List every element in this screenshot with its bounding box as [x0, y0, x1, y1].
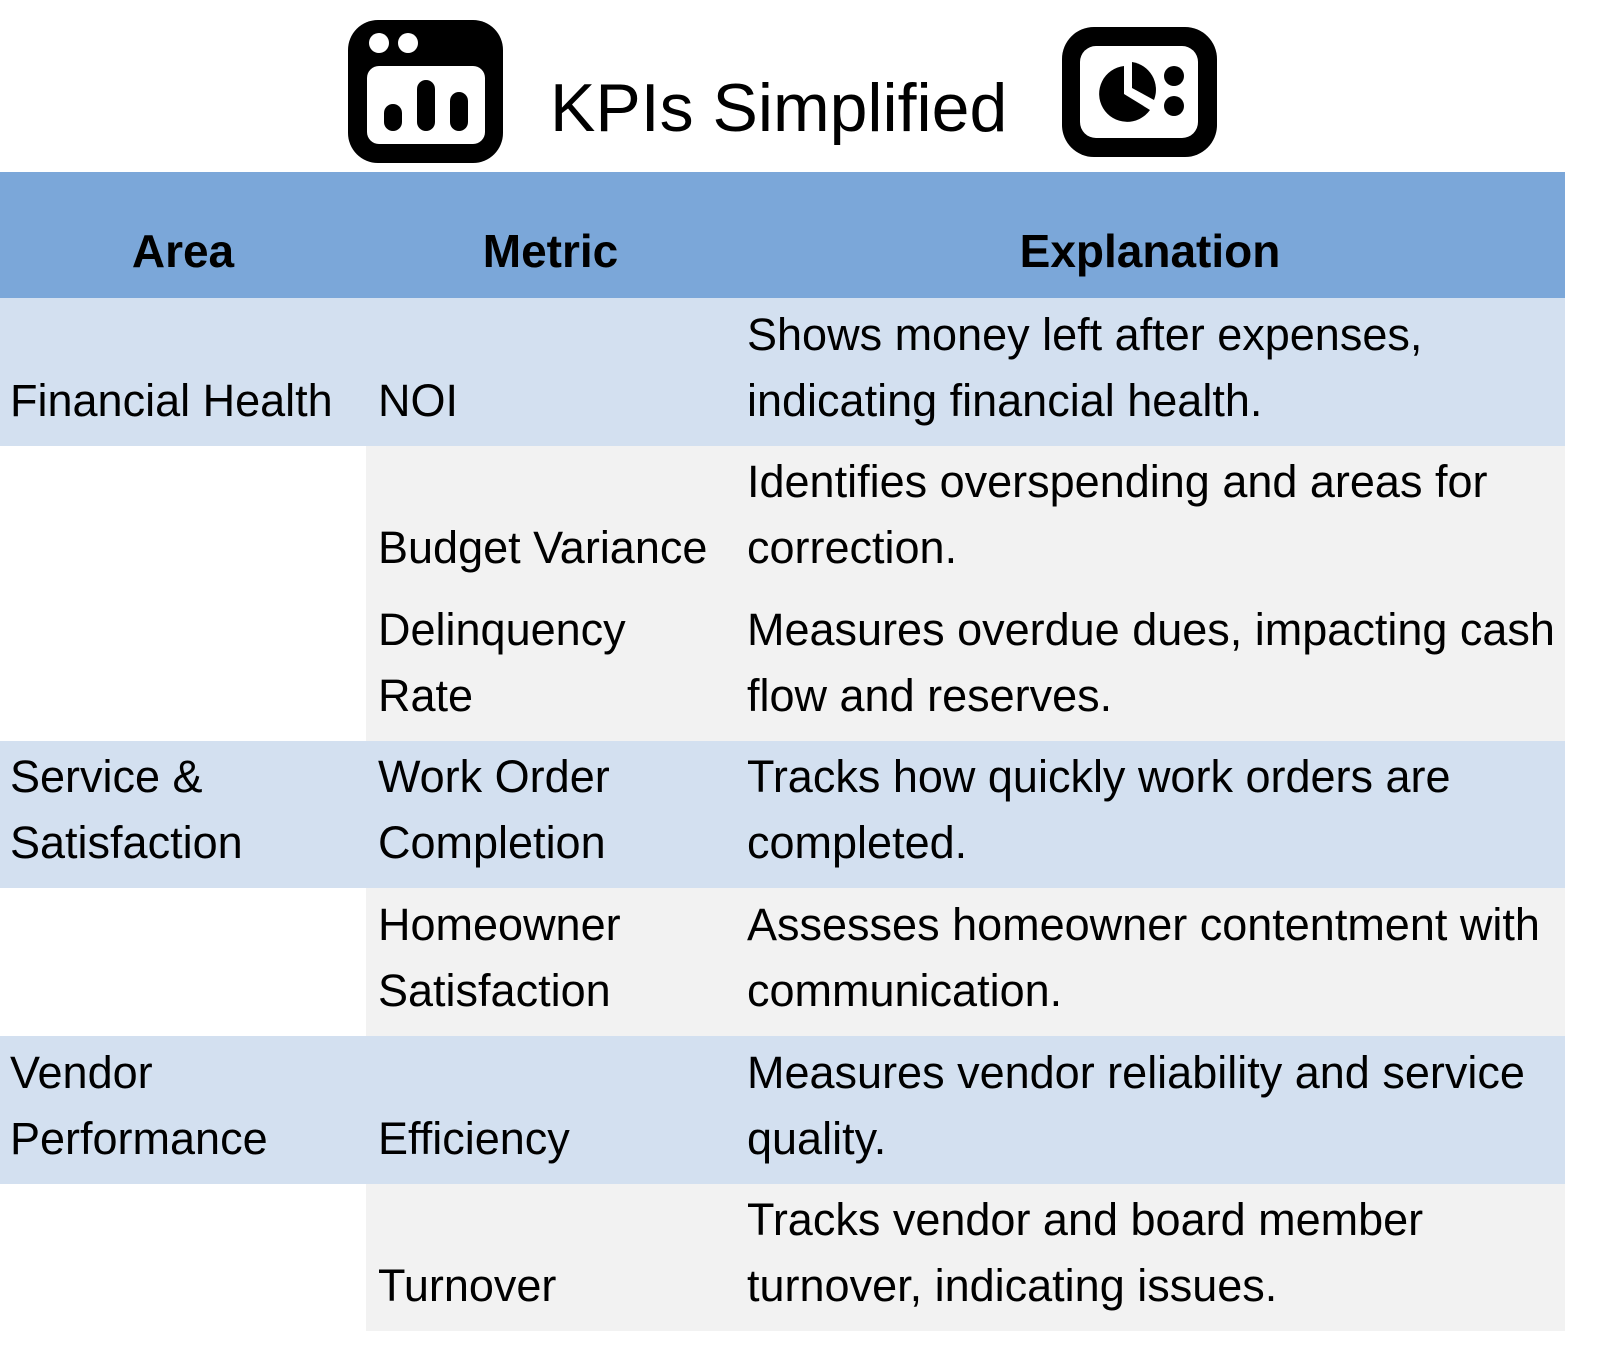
- area-cell: Service & Satisfaction: [0, 740, 366, 889]
- metric-cell: Homeowner Satisfaction: [366, 888, 735, 1036]
- area-cell: [0, 445, 366, 594]
- explanation-cell: Measures vendor reliability and service …: [735, 1035, 1565, 1184]
- table-row: Turnover Tracks vendor and board member t…: [0, 1183, 1565, 1332]
- chart-icon-bar: [450, 92, 468, 131]
- pie-icon-screen: [1080, 46, 1198, 138]
- chart-icon-bar: [384, 104, 402, 131]
- metric-cell: Turnover: [366, 1183, 735, 1332]
- area-cell: [0, 888, 366, 1036]
- explanation-cell: Measures overdue dues, impacting cash fl…: [735, 593, 1565, 741]
- chart-icon-dot: [369, 33, 389, 53]
- title: KPIs Simplified: [550, 70, 1008, 146]
- pie-icon-dot: [1164, 66, 1184, 86]
- metric-cell: Budget Variance: [366, 445, 735, 594]
- area-cell: [0, 593, 366, 741]
- kpi-table: Area Metric Explanation Financial Health NOI…: [0, 172, 1565, 1332]
- area-cell: Financial Health: [0, 298, 366, 446]
- area-cell: [0, 1183, 366, 1332]
- metric-cell: Work Order Completion: [366, 740, 735, 889]
- explanation-cell: Tracks vendor and board member turnover,…: [735, 1183, 1565, 1332]
- chart-icon-dot: [398, 33, 418, 53]
- table-row: Financial Health NOI Shows money left afte…: [0, 298, 1565, 446]
- table-row: Budget Variance Identifies overspending a…: [0, 445, 1565, 594]
- table-row: Service & Satisfaction Work Order Complet…: [0, 740, 1565, 889]
- header-cell: Area: [131, 225, 235, 277]
- pie-icon-slice: [1132, 62, 1156, 100]
- header-icons: [348, 20, 1217, 163]
- pie-icon-dot: [1164, 96, 1184, 116]
- explanation-cell: Assesses homeowner contentment with comm…: [735, 888, 1565, 1036]
- table-row: Homeowner Satisfaction Assesses homeowner…: [0, 888, 1565, 1036]
- explanation-cell: Tracks how quickly work orders are compl…: [735, 740, 1565, 889]
- table-row: Vendor Performance Efficiency Measures ven…: [0, 1035, 1565, 1184]
- table-row: Delinquency Rate Measures overdue dues, i…: [0, 593, 1565, 741]
- chart-icon-bar: [417, 80, 435, 131]
- metric-cell: Delinquency Rate: [366, 593, 735, 741]
- metric-cell: Efficiency: [366, 1035, 735, 1184]
- explanation-cell: Identifies overspending and areas for co…: [735, 445, 1565, 594]
- header-row: Area Metric Explanation: [0, 172, 1565, 298]
- explanation-cell: Shows money left after expenses, indicat…: [735, 298, 1565, 446]
- header-cell: Metric: [482, 225, 619, 277]
- header-cell: Explanation: [1019, 225, 1281, 277]
- metric-cell: NOI: [366, 298, 735, 446]
- area-cell: Vendor Performance: [0, 1035, 366, 1184]
- pie-icon-slice: [1099, 66, 1150, 122]
